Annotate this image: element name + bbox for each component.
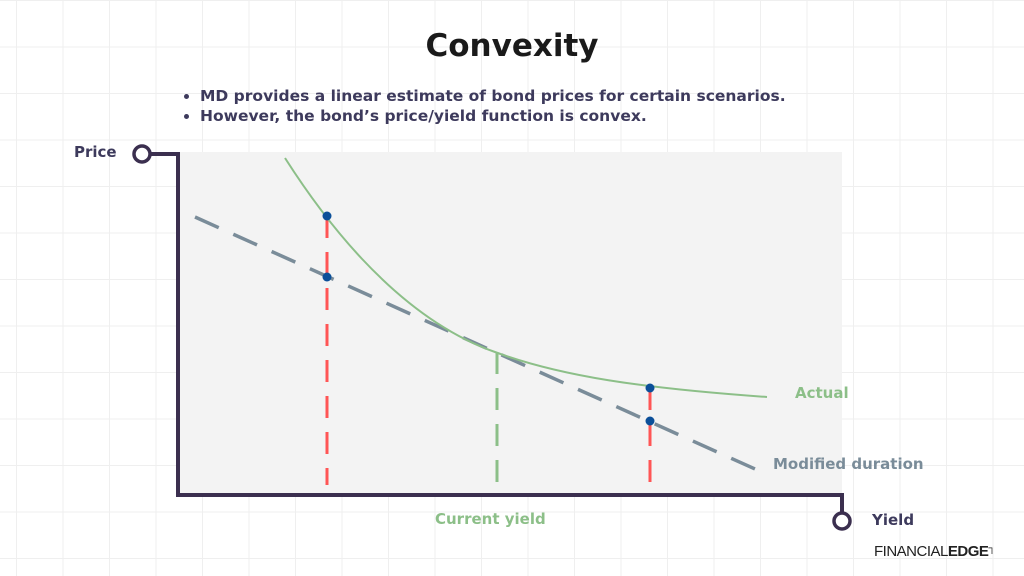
logo-text-light: FINANCIAL	[874, 543, 948, 560]
plot-area	[178, 152, 842, 495]
axes	[150, 152, 844, 513]
actual-label: Actual	[795, 384, 849, 402]
bullet-list: MD provides a linear estimate of bond pr…	[176, 86, 786, 126]
actual-point-right	[645, 383, 655, 393]
bullet-item: MD provides a linear estimate of bond pr…	[200, 86, 786, 106]
y-axis-end-icon	[132, 144, 152, 164]
logo-text-bold: EDGE	[947, 543, 989, 560]
y-axis-label: Price	[74, 143, 117, 161]
page-title: Convexity	[425, 28, 599, 64]
md-point-right	[645, 416, 655, 426]
current-yield-label: Current yield	[435, 510, 546, 528]
bullet-item: However, the bond’s price/yield function…	[200, 106, 786, 126]
logo-corner-icon: ┐	[988, 543, 995, 554]
modified-duration-label: Modified duration	[773, 455, 924, 473]
x-axis-end-icon	[832, 511, 852, 531]
x-axis-label: Yield	[872, 511, 915, 529]
actual-point-left	[322, 211, 332, 221]
financial-edge-logo: FINANCIALEDGE┐	[874, 543, 995, 560]
md-point-left	[322, 272, 332, 282]
